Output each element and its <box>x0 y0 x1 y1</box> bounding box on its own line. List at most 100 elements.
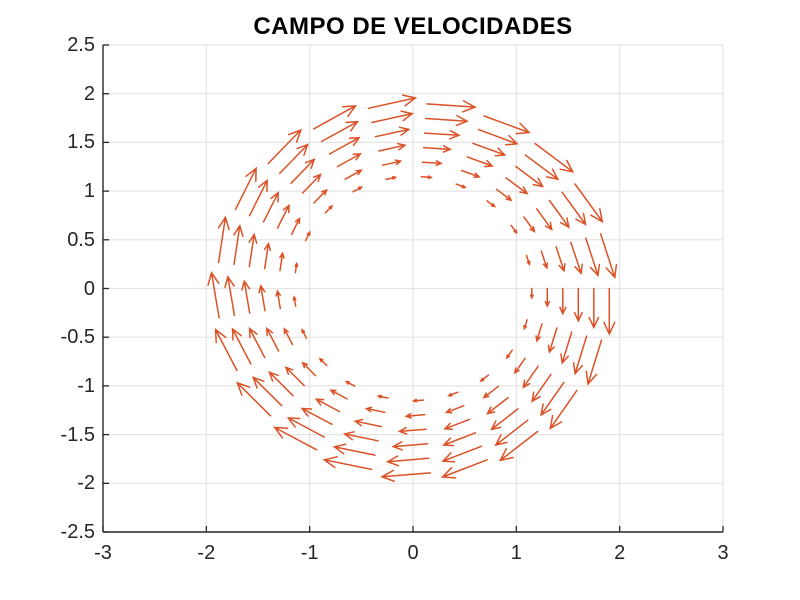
quiver-arrow <box>443 418 471 431</box>
quiver-arrow <box>494 419 529 447</box>
quiver-arrow <box>278 143 309 175</box>
quiver-arrow <box>524 154 560 181</box>
quiver-arrow <box>440 459 488 479</box>
quiver-arrow <box>378 142 407 152</box>
quiver-arrow <box>286 417 326 438</box>
quiver-arrow <box>477 128 519 146</box>
quiver-arrow <box>540 250 549 270</box>
quiver-arrow <box>529 287 534 300</box>
quiver-arrow <box>525 254 531 266</box>
quiver-arrow <box>300 407 333 426</box>
quiver-arrow <box>263 241 272 270</box>
y-tick-label: 2.5 <box>67 34 95 56</box>
quiver-arrow <box>588 287 600 330</box>
quiver-arrow <box>531 373 552 403</box>
quiver-arrow <box>251 376 283 407</box>
quiver-arrow <box>547 327 558 354</box>
quiver-arrow <box>447 391 459 397</box>
quiver-arrow <box>344 169 363 180</box>
quiver-arrow <box>267 128 303 165</box>
quiver-arrow <box>301 328 308 339</box>
quiver-arrow <box>214 328 238 372</box>
quiver-arrow <box>490 408 519 431</box>
y-tick-label: -1 <box>77 374 95 397</box>
quiver-arrow <box>421 160 443 167</box>
quiver-arrow <box>455 183 467 189</box>
quiver-arrow <box>234 166 257 211</box>
quiver-arrow <box>411 398 425 403</box>
quiver-arrow <box>294 261 299 274</box>
quiver-arrow <box>483 115 531 135</box>
quiver-arrow <box>258 284 266 312</box>
x-tick-label: 3 <box>717 542 729 564</box>
quiver-arrow <box>420 175 433 180</box>
quiver-arrow <box>495 188 513 202</box>
quiver-arrow <box>328 136 361 155</box>
quiver-arrow <box>560 331 573 365</box>
x-tick-label: -3 <box>94 542 112 564</box>
y-tick-label: 0 <box>83 277 95 300</box>
quiver-arrow <box>423 129 461 140</box>
quiver-arrow <box>371 110 414 124</box>
quiver-arrow <box>322 456 373 471</box>
quiver-arrow <box>555 246 566 273</box>
quiver-arrow <box>523 319 528 331</box>
quiver-arrow <box>422 145 452 153</box>
quiver-arrows <box>207 94 618 483</box>
quiver-arrow <box>570 241 583 275</box>
quiver-arrow <box>561 191 587 226</box>
quiver-arrow <box>273 426 318 451</box>
quiver-arrow <box>344 380 356 387</box>
quiver-arrow <box>301 361 317 377</box>
quiver-arrow <box>248 232 258 268</box>
y-tick-label: 0.5 <box>67 228 95 251</box>
quiver-arrow <box>385 455 430 467</box>
quiver-arrow <box>482 385 500 399</box>
x-tick-label: 0 <box>407 542 419 564</box>
y-tick-label: 1 <box>83 180 95 203</box>
quiver-arrow <box>472 142 507 157</box>
quiver-arrow <box>486 200 497 208</box>
quiver-arrow <box>231 327 252 365</box>
quiver-arrow <box>217 215 230 264</box>
quiver-arrow <box>332 443 376 456</box>
quiver-arrow <box>276 203 290 229</box>
quiver-arrow <box>498 430 539 462</box>
x-tick-label: 1 <box>510 542 522 564</box>
quiver-arrow <box>352 186 364 193</box>
y-tick-label: -1.5 <box>60 423 95 446</box>
quiver-arrow <box>603 287 616 336</box>
quiver-arrow <box>544 287 551 308</box>
quiver-arrow <box>364 406 386 414</box>
quiver-arrow <box>304 230 311 242</box>
quiver-arrow <box>505 177 529 195</box>
quiver-arrow <box>336 153 362 168</box>
quiver-arrow <box>442 432 477 447</box>
quiver-arrow <box>548 199 570 229</box>
quiver-arrow <box>233 224 244 266</box>
quiver-arrow <box>313 104 358 130</box>
quiver-arrow <box>275 289 282 310</box>
quiver-arrow <box>466 156 494 168</box>
quiver-arrow <box>353 418 383 428</box>
quiver-arrow <box>207 271 220 319</box>
quiver-arrow <box>397 426 427 435</box>
quiver-arrow <box>599 233 618 279</box>
quiver-arrow <box>313 188 328 204</box>
quiver-arrow <box>367 94 418 110</box>
quiver-arrow <box>241 279 251 314</box>
quiver-arrow <box>425 114 469 127</box>
quiver-arrow <box>486 396 509 415</box>
quiver-arrow <box>426 100 477 113</box>
quiver-arrow <box>572 335 588 376</box>
y-tick-label: -2 <box>77 472 95 495</box>
quiver-arrow <box>262 191 280 223</box>
quiver-arrow <box>268 370 294 397</box>
chart-title: CAMPO DE VELOCIDADES <box>253 13 573 40</box>
quiver-arrow <box>265 326 280 352</box>
quiver-arrow <box>535 208 553 231</box>
quiver-arrow <box>381 159 403 166</box>
quiver-arrow <box>376 394 389 399</box>
quiver-arrow <box>320 120 360 143</box>
quiver-arrow <box>573 287 583 323</box>
